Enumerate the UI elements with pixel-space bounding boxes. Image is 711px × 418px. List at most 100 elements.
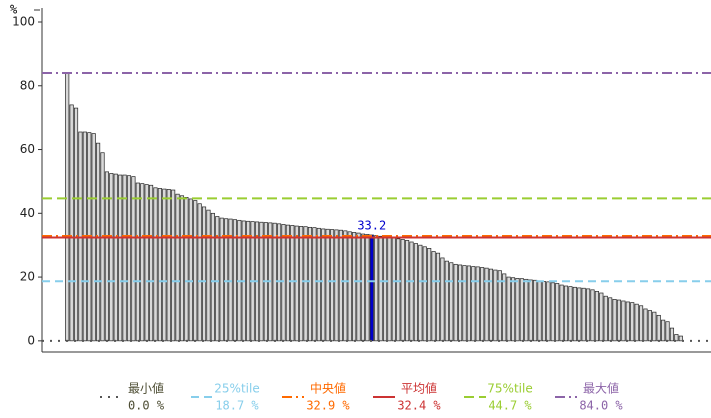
y-tick-label: 0 [27, 333, 35, 347]
bar [400, 239, 405, 342]
legend-name: 25%tile [214, 382, 259, 396]
bar [294, 225, 299, 342]
bar [73, 107, 79, 342]
bar [197, 203, 202, 342]
bar [431, 251, 436, 342]
bar [435, 252, 441, 342]
bar [462, 265, 467, 342]
bar [590, 289, 595, 342]
bar [449, 262, 454, 342]
bar [321, 228, 326, 342]
bar [422, 246, 427, 342]
bar [466, 265, 471, 342]
bar [228, 218, 233, 342]
bar [546, 281, 551, 342]
bar [135, 182, 140, 342]
bar [577, 287, 582, 342]
bar [453, 263, 458, 342]
bar [188, 198, 193, 342]
legend-value: 44.7 % [488, 399, 532, 413]
bar [166, 189, 171, 342]
bar [179, 195, 185, 342]
bar [537, 280, 542, 342]
bar [418, 244, 423, 342]
bar [555, 283, 560, 342]
bar [104, 171, 109, 342]
bar [78, 131, 83, 342]
bar [581, 287, 586, 342]
bar [413, 243, 418, 342]
bar [352, 232, 357, 342]
bar [149, 184, 154, 342]
bar [316, 227, 321, 342]
bar [347, 231, 352, 342]
bar-value-label: 33.2 [357, 218, 386, 232]
bar [338, 229, 343, 342]
bar [647, 310, 652, 342]
bar [246, 220, 251, 342]
bar [374, 235, 379, 342]
bar [541, 281, 547, 342]
bar [131, 176, 136, 342]
bar [325, 228, 330, 342]
bar [290, 225, 295, 342]
bar [69, 104, 74, 342]
bar [118, 174, 123, 342]
legend-name: 中央値 [310, 381, 346, 396]
bar [475, 266, 480, 342]
bar [153, 187, 158, 342]
bar [272, 222, 277, 342]
bar [303, 226, 308, 342]
bar [669, 327, 675, 342]
bar [193, 200, 198, 342]
bar [480, 267, 485, 342]
bar [550, 282, 555, 342]
bar [334, 229, 339, 342]
bar [440, 257, 445, 342]
bar [122, 174, 127, 342]
bar [533, 279, 538, 342]
bar [201, 206, 207, 342]
bar [616, 299, 622, 342]
bar [510, 277, 516, 342]
bar [365, 233, 370, 342]
bar [678, 335, 683, 342]
bar [643, 308, 648, 342]
bar [665, 321, 670, 342]
bar [184, 197, 189, 342]
bar [144, 184, 149, 342]
bar [630, 302, 635, 342]
bar [515, 277, 520, 342]
y-tick-label: 20 [20, 270, 35, 284]
bar [603, 295, 608, 342]
bar [109, 173, 114, 342]
bar [621, 300, 626, 342]
bar [396, 238, 401, 342]
bar [506, 276, 511, 342]
bar [405, 240, 410, 342]
bar [330, 229, 335, 342]
bar [382, 236, 388, 342]
bar [299, 226, 304, 342]
y-tick-label: 40 [20, 206, 35, 220]
bar [458, 264, 463, 342]
bar [171, 189, 176, 342]
bar [259, 221, 264, 342]
bar [356, 232, 361, 342]
bar [157, 188, 162, 342]
bar [162, 188, 167, 342]
legend-name: 最小値 [128, 381, 164, 396]
bar [625, 301, 630, 342]
y-axis-label: % [10, 3, 18, 17]
legend-value: 84.0 % [579, 399, 623, 413]
bar [528, 279, 533, 342]
bar [427, 248, 432, 342]
bar [594, 291, 599, 342]
bar [277, 223, 282, 342]
bar [444, 260, 449, 342]
bar [656, 314, 661, 342]
bar [96, 142, 101, 342]
bar [608, 297, 613, 342]
bar [568, 286, 573, 342]
